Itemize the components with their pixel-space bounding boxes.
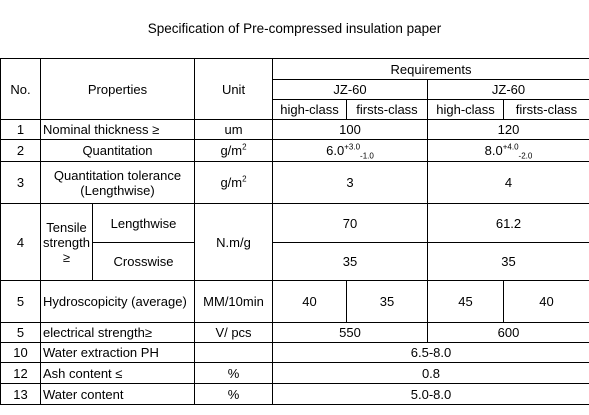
row-subproperty-lengthwise: Lengthwise [92, 203, 195, 243]
row-value: 0.8 [272, 362, 589, 384]
specification-table: No. Properties Unit Requirements JZ-60 J… [0, 58, 589, 405]
table-row: 4 Tensile strength ≥ Lengthwise N.m/g 70… [0, 203, 589, 281]
row-value-b: 61.2 [427, 203, 589, 243]
row-value-a: 100 [272, 119, 428, 140]
table-row: 2 Quantitation g/m2 6.0+3.0-1.0 8.0+4.0-… [0, 139, 589, 162]
row-property: Ash content ≤ [40, 362, 195, 384]
row-value-a: 6.0+3.0-1.0 [272, 139, 428, 162]
row-property: electrical strength≥ [40, 322, 195, 343]
row-property: Quantitation [40, 139, 195, 162]
header-high-class-a: high-class [272, 99, 347, 120]
tolerance-minus: -1.0 [360, 151, 374, 161]
unit-exponent: 2 [242, 174, 247, 184]
tolerance-plus: +3.0 [344, 142, 361, 152]
row-property: Water extraction PH [40, 342, 195, 363]
row-subproperty-crosswise: Crosswise [92, 242, 195, 281]
row-unit: g/m2 [194, 161, 273, 204]
header-first-class-a: firsts-class [346, 99, 428, 120]
row-value-b: 600 [427, 322, 589, 343]
row-value-b: 4 [427, 161, 589, 204]
header-grade-b: JZ-60 [427, 79, 589, 100]
unit-text: g/m [220, 143, 243, 158]
row-value-high-b: 45 [427, 280, 504, 323]
table-row: 5 electrical strength≥ V/ pcs 550 600 [0, 322, 589, 343]
row-no: 1 [0, 119, 41, 140]
row-no: 10 [0, 342, 41, 363]
row-unit: um [194, 119, 273, 140]
header-grade-a: JZ-60 [272, 79, 428, 100]
row-value: 5.0-8.0 [272, 383, 589, 405]
row-unit: MM/10min [194, 280, 273, 323]
row-value-b: 8.0+4.0-2.0 [427, 139, 589, 162]
row-property: Tensile strength ≥ [40, 203, 93, 281]
row-value: 6.5-8.0 [272, 342, 589, 363]
row-property: Quantitation tolerance (Lengthwise) [40, 161, 195, 204]
row-no: 12 [0, 362, 41, 384]
value-base: 8.0 [484, 143, 503, 158]
row-value-a: 550 [272, 322, 428, 343]
row-property: Nominal thickness ≥ [40, 119, 195, 140]
row-value-first-a: 35 [346, 280, 428, 323]
header-no: No. [0, 58, 41, 120]
row-no: 5 [0, 322, 41, 343]
tolerance-minus: -2.0 [518, 151, 533, 161]
header-high-class-b: high-class [427, 99, 504, 120]
unit-text: g/m [220, 175, 243, 190]
row-unit [194, 342, 273, 363]
table-row: 10 Water extraction PH 6.5-8.0 [0, 342, 589, 363]
row-no: 3 [0, 161, 41, 204]
row-value-first-b: 40 [503, 280, 589, 323]
row-property: Hydroscopicity (average) [40, 280, 195, 323]
row-unit: g/m2 [194, 139, 273, 162]
row-value-high-a: 40 [272, 280, 347, 323]
document-title: Specification of Pre-compressed insulati… [147, 21, 442, 36]
row-unit: V/ pcs [194, 322, 273, 343]
row-property: Water content [40, 383, 195, 405]
row-value-b: 35 [427, 242, 589, 281]
row-unit: % [194, 383, 273, 405]
tolerance-plus: +4.0 [502, 142, 519, 152]
row-no: 4 [0, 203, 41, 281]
row-no: 2 [0, 139, 41, 162]
header-requirements: Requirements [272, 58, 589, 80]
row-no: 5 [0, 280, 41, 323]
table-row: 3 Quantitation tolerance (Lengthwise) g/… [0, 161, 589, 204]
row-value-b: 120 [427, 119, 589, 140]
row-value-a: 35 [272, 242, 428, 281]
table-row: 12 Ash content ≤ % 0.8 [0, 362, 589, 384]
header-first-class-b: firsts-class [503, 99, 589, 120]
table-row: 1 Nominal thickness ≥ um 100 120 [0, 119, 589, 140]
header-properties: Properties [40, 58, 195, 120]
table-row: 5 Hydroscopicity (average) MM/10min 40 3… [0, 280, 589, 323]
row-value-a: 3 [272, 161, 428, 204]
row-value-a: 70 [272, 203, 428, 243]
unit-exponent: 2 [242, 142, 247, 152]
table-row: 13 Water content % 5.0-8.0 [0, 383, 589, 405]
row-no: 13 [0, 383, 41, 405]
row-unit: % [194, 362, 273, 384]
row-unit: N.m/g [194, 203, 273, 281]
header-unit: Unit [194, 58, 273, 120]
value-base: 6.0 [326, 143, 345, 158]
